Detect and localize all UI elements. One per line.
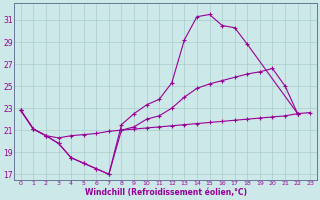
X-axis label: Windchill (Refroidissement éolien,°C): Windchill (Refroidissement éolien,°C) xyxy=(84,188,246,197)
